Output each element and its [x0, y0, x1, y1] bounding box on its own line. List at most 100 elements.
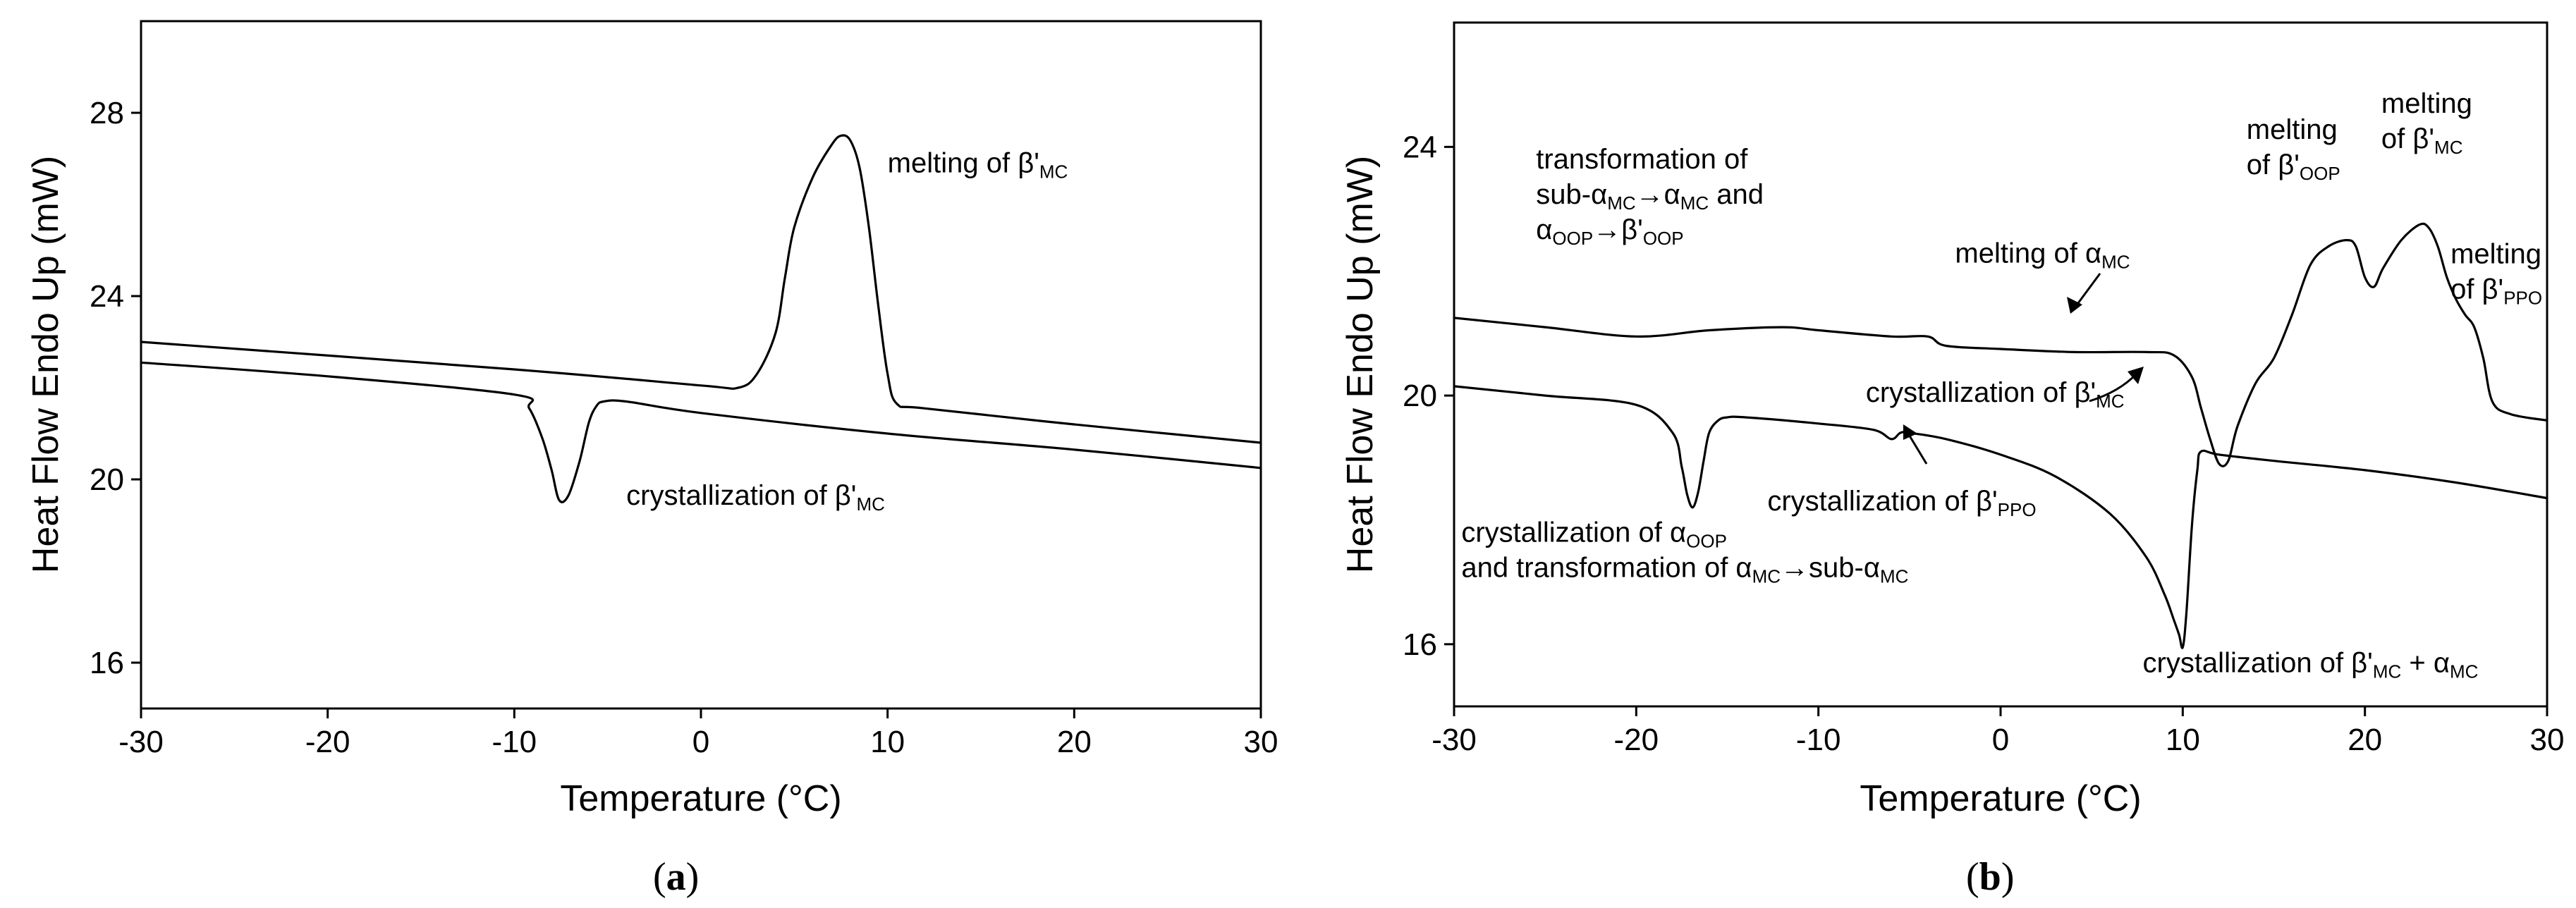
panel-b-annotation-1-text-cont-2: and	[1709, 179, 1764, 210]
panel-b-y-tick-label: 20	[1403, 379, 1437, 413]
panel-b-annotation-1-line-1: transformation of	[1536, 144, 1748, 175]
panel-b-x-tick-label: 20	[2348, 723, 2382, 757]
panel-b-x-axis-title: Temperature (°C)	[1860, 778, 2141, 819]
panel-b-annotation-9-subscript: PPO	[2503, 287, 2542, 308]
panel-b-annotation-6-text: crystallization of β'	[2143, 648, 2373, 679]
panel-b-annotation-1-subscript: OOP	[1552, 228, 1593, 249]
panel-b-annotation-7-subscript: OOP	[2300, 163, 2340, 184]
panel-b-cooling-curve	[1453, 385, 2548, 649]
panel-b-annotation-5-text-cont: →sub-α	[1781, 552, 1880, 583]
panel-b-annotation-8-text: of β'	[2381, 123, 2434, 154]
panel-b-annotation-7-line-1: melting	[2247, 114, 2338, 145]
panel-b-annotation-1-text-cont: →β'	[1593, 214, 1643, 245]
panel-b-heating-curve	[1453, 222, 2548, 467]
panel-b-annotation-5-subscript: OOP	[1686, 530, 1727, 551]
panel-b-annotation-9-text: of β'	[2450, 274, 2503, 305]
panel-b-annotation-5-line-2: and transformation of αMC→sub-αMC	[1461, 552, 1908, 587]
panel-b-annotation-5-text: and transformation of α	[1461, 552, 1752, 583]
panel-a-annotation-1-text: melting of β'	[888, 148, 1039, 179]
panel-b-annotation-8-text: melting	[2381, 88, 2472, 119]
panel-b-annotation-6-subscript-2: MC	[2450, 661, 2478, 682]
panel-b-x-tick-label: -10	[1796, 723, 1841, 757]
arrow-melting-alpha-mc-head	[2067, 297, 2082, 314]
panel-b-annotation-3-text: crystallization of β'	[1866, 377, 2096, 408]
panel-b-annotation-1-subscript-2: OOP	[1643, 228, 1684, 249]
panel-b: -30 -20 -10 0 10 20 30 16 20 24 transformation of…	[1340, 21, 2564, 899]
panel-a-x-tick-label: 20	[1057, 725, 1092, 759]
panel-a-x-axis-title: Temperature (°C)	[560, 778, 841, 819]
panel-b-arrows	[1903, 273, 2144, 465]
panel-b-annotation-5-text: crystallization of α	[1461, 517, 1686, 548]
panel-a-ticks: -30 -20 -10 0 10 20 30 16 20 24 28	[90, 96, 1278, 759]
panel-b-x-tick-label: 0	[1992, 723, 2009, 757]
panel-b-annotation-9-line-2: of β'PPO	[2450, 274, 2542, 308]
panel-b-annotation-5-subscript-2: MC	[1880, 565, 1908, 587]
panel-a-heating-curve	[140, 134, 1262, 444]
panel-b-series	[1453, 222, 2548, 649]
panel-b-annotation-8-line-2: of β'MC	[2381, 123, 2463, 158]
panel-b-annotation-9-line-1: melting	[2450, 238, 2541, 269]
panel-b-y-tick-label: 24	[1403, 130, 1437, 164]
panel-a-annotation-2-text: crystallization of β'	[626, 480, 856, 511]
panel-b-annotation-1-subscript-2: MC	[1680, 192, 1709, 214]
panel-b-annotation-7-line-2: of β'OOP	[2247, 149, 2340, 184]
panel-b-annotation-1-text: transformation of	[1536, 144, 1748, 175]
panel-a-annotation-1-subscript: MC	[1039, 161, 1068, 182]
panel-b-x-tick-label: -20	[1614, 723, 1659, 757]
panel-a-y-tick-label: 20	[90, 462, 124, 497]
panel-b-y-tick-label: 16	[1403, 627, 1437, 662]
panel-b-annotation-2-subscript: MC	[2101, 251, 2130, 272]
panel-b-annotation-6: crystallization of β'MC + αMC	[2143, 648, 2479, 682]
panel-b-annotation-1-line-3: αOOP→β'OOP	[1536, 214, 1683, 249]
panel-a-annotation-2-subscript: MC	[856, 493, 884, 515]
panel-b-annotation-1-text: α	[1536, 214, 1552, 245]
arrow-melting-alpha-mc	[2075, 273, 2101, 307]
panel-b-annotation-2-text: melting of α	[1955, 238, 2101, 269]
panel-b-annotation-8-line-1: melting	[2381, 88, 2472, 119]
panel-b-annotation-8-subscript: MC	[2434, 137, 2462, 158]
panel-a-label-letter: a	[666, 855, 686, 899]
panel-a-x-tick-label: 30	[1244, 725, 1278, 759]
panel-b-annotation-9-text: melting	[2450, 238, 2541, 269]
arrow-crystallization-beta-ppo-head	[1903, 424, 1917, 440]
panel-b-annotation-6-subscript: MC	[2373, 661, 2401, 682]
panel-a-y-axis-title: Heat Flow Endo Up (mW)	[25, 156, 66, 573]
panel-b-label: (b)	[1966, 855, 2014, 899]
panel-b-annotation-3-subscript: MC	[2096, 391, 2124, 412]
panel-b-annotation-5-line-1: crystallization of αOOP	[1461, 517, 1727, 551]
panel-a-label: (a)	[653, 855, 699, 899]
panel-b-annotation-7-text: melting	[2247, 114, 2338, 145]
arrow-crystallization-beta-mc-head	[2128, 367, 2144, 384]
panel-b-x-tick-label: 30	[2530, 723, 2565, 757]
panel-a-y-tick-label: 16	[90, 646, 124, 680]
panel-a-annotation-1: melting of β'MC	[888, 148, 1068, 183]
panel-b-annotation-5-subscript: MC	[1752, 565, 1781, 587]
panel-a-annotation-2: crystallization of β'MC	[626, 480, 885, 515]
panel-b-ticks: -30 -20 -10 0 10 20 30 16 20 24	[1403, 130, 2564, 757]
panel-a-x-tick-label: 0	[692, 725, 709, 759]
panel-a-series	[140, 134, 1262, 503]
panel-b-y-axis-title: Heat Flow Endo Up (mW)	[1340, 156, 1381, 573]
arrow-crystallization-beta-ppo	[1907, 433, 1928, 465]
panel-a-x-tick-label: -10	[492, 725, 537, 759]
panel-a-x-tick-label: -30	[118, 725, 164, 759]
panel-b-annotation-4-subscript: PPO	[1998, 499, 2037, 520]
panel-b-annotation-1-line-2: sub-αMC→αMC and	[1536, 179, 1764, 214]
panel-b-label-letter: b	[1979, 855, 2001, 899]
panel-b-annotation-1-subscript: MC	[1607, 192, 1635, 214]
panel-a-cooling-curve	[140, 361, 1262, 503]
panel-a-y-tick-label: 28	[90, 96, 124, 130]
panel-b-x-tick-label: -30	[1432, 723, 1477, 757]
panel-a-plot-frame	[140, 20, 1262, 710]
panel-b-annotation-1-text-cont: →α	[1636, 179, 1680, 210]
panel-b-annotation-7-text: of β'	[2247, 149, 2300, 180]
panel-a-x-tick-label: 10	[870, 725, 905, 759]
panel-b-annotation-4: crystallization of β'PPO	[1767, 486, 2036, 520]
panel-a-y-tick-label: 24	[90, 279, 124, 314]
panel-b-x-tick-label: 10	[2166, 723, 2200, 757]
panel-a-x-tick-label: -20	[305, 725, 350, 759]
